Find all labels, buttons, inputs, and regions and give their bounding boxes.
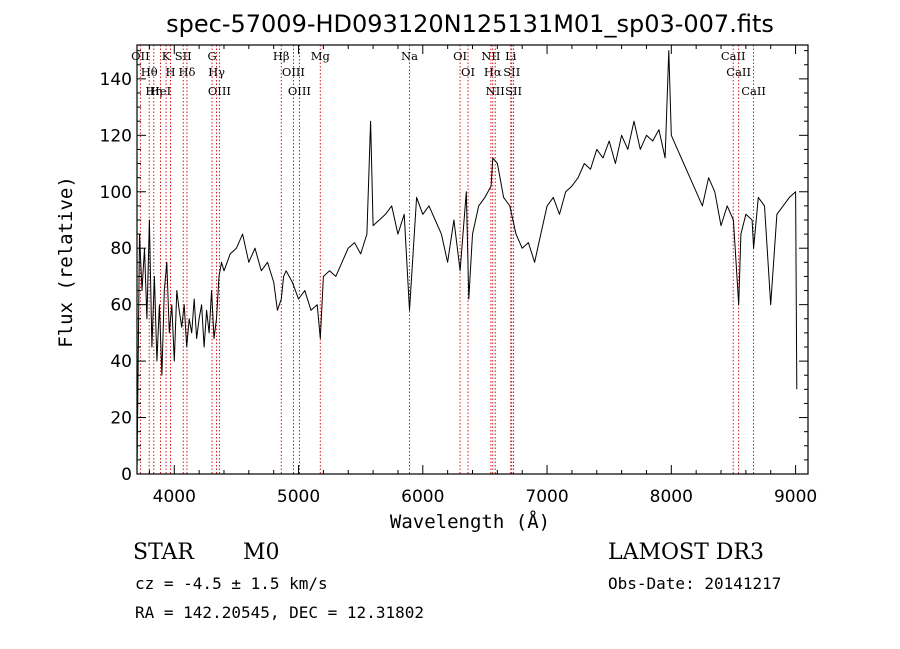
- line-marker-label-24: CaII: [721, 49, 746, 63]
- line-marker-label-2: Hη: [145, 84, 162, 98]
- line-marker-label-4: K: [162, 49, 171, 63]
- line-marker-label-9: Hγ: [208, 65, 225, 79]
- x-axis-label: Wavelength (Å): [390, 510, 550, 533]
- line-marker-label-18: NII: [481, 49, 500, 63]
- y-tick-label-7: 140: [100, 70, 132, 90]
- y-tick-label-5: 100: [100, 183, 132, 203]
- line-marker-label-13: OIII: [288, 84, 311, 98]
- object-subclass: M0: [243, 540, 280, 565]
- x-tick-label-3: 7000: [525, 487, 568, 507]
- line-marker-label-21: Li: [505, 49, 517, 63]
- line-marker-label-6: SII: [175, 49, 192, 63]
- line-marker-label-19: Hα: [484, 65, 502, 79]
- line-marker-label-11: Hβ: [273, 49, 290, 63]
- line-marker-label-7: Hδ: [178, 65, 195, 79]
- line-marker-label-10: OIII: [208, 84, 231, 98]
- chart-title: spec-57009-HD093120N125131M01_sp03-007.f…: [166, 10, 774, 38]
- line-marker-label-26: CaII: [741, 84, 766, 98]
- line-marker-label-1: Hθ: [141, 65, 158, 79]
- object-class: STAR: [133, 540, 194, 565]
- y-tick-label-1: 20: [110, 409, 132, 429]
- plot-frame: [136, 44, 809, 475]
- axes: 4000 5000 6000 7000 8000 9000 0 20 40 60 80 100 120 1…: [100, 45, 817, 507]
- line-marker-label-12: OIII: [282, 65, 305, 79]
- redshift-text: cz = -4.5 ± 1.5 km/s: [135, 574, 328, 593]
- y-tick-label-3: 60: [110, 296, 132, 316]
- line-marker-label-3: HeI: [150, 84, 171, 98]
- y-axis-label: Flux (relative): [55, 176, 77, 348]
- coordinates-text: RA = 142.20545, DEC = 12.31802: [135, 603, 424, 622]
- line-marker-label-17: OI: [461, 65, 475, 79]
- x-tick-label-4: 8000: [650, 487, 693, 507]
- line-marker-label-15: Na: [401, 49, 418, 63]
- y-tick-label-0: 0: [121, 465, 132, 485]
- x-tick-label-0: 4000: [153, 487, 196, 507]
- survey-name: LAMOST DR3: [608, 540, 764, 565]
- spectrum-series: [136, 50, 798, 475]
- line-marker-label-0: OII: [131, 49, 150, 63]
- x-tick-label-2: 6000: [401, 487, 444, 507]
- line-marker-label-25: CaII: [726, 65, 751, 79]
- x-tick-label-1: 5000: [277, 487, 320, 507]
- y-tick-label-4: 80: [110, 239, 132, 259]
- spectrum-line-0: [136, 50, 798, 475]
- line-marker-label-22: SII: [503, 65, 520, 79]
- line-marker-label-16: OI: [453, 49, 467, 63]
- line-marker-label-5: H: [166, 65, 176, 79]
- x-tick-label-5: 9000: [774, 487, 817, 507]
- line-marker-label-23: SII: [505, 84, 522, 98]
- observation-date: Obs-Date: 20141217: [608, 574, 782, 593]
- line-marker-label-14: Mg: [311, 49, 331, 63]
- y-tick-label-6: 120: [100, 126, 132, 146]
- y-tick-label-2: 40: [110, 352, 132, 372]
- line-marker-label-20: NII: [486, 84, 505, 98]
- line-marker-label-8: G: [207, 49, 216, 63]
